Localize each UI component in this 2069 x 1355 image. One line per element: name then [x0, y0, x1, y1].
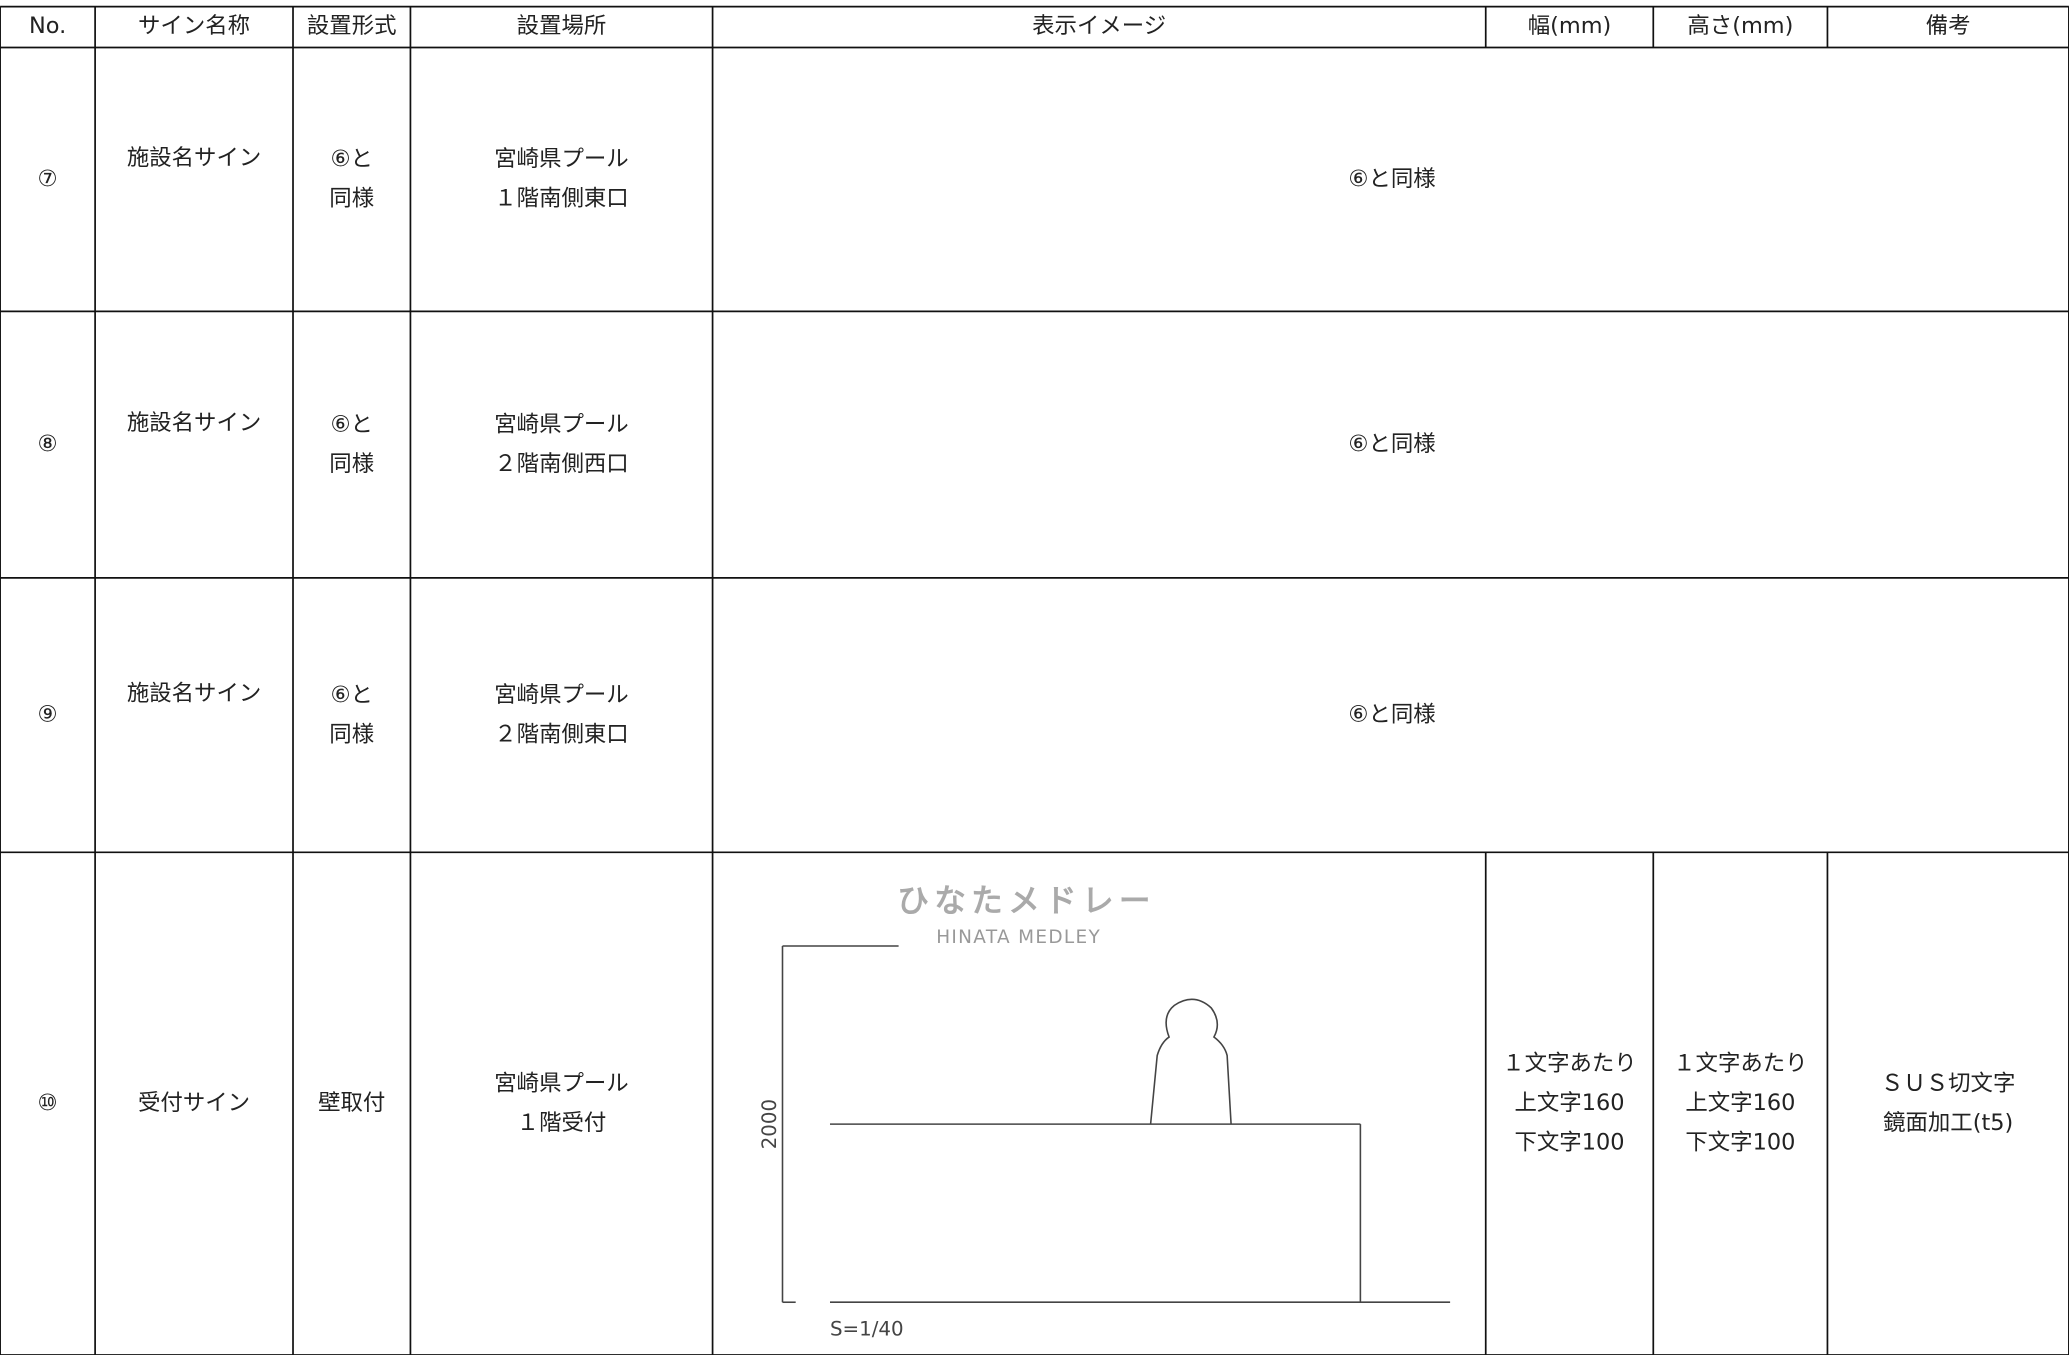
person	[1149, 998, 1232, 1125]
location: 宮崎県プール	[494, 146, 628, 172]
header-cell: No.	[29, 13, 66, 39]
width: 上文字160	[1515, 1090, 1625, 1116]
note: ＳＵＳ切文字	[1881, 1070, 2015, 1096]
image-note: ⑥と同様	[1348, 166, 1435, 192]
height: １文字あたり	[1673, 1051, 1807, 1077]
image-note: ⑥と同様	[1348, 431, 1435, 457]
image-note: ⑥と同様	[1348, 702, 1435, 728]
header-cell: 高さ(mm)	[1687, 13, 1793, 39]
install-type: 同様	[329, 451, 374, 477]
height: 下文字100	[1685, 1130, 1795, 1156]
sign-drawing: ひなたメドレー HINATA MEDLEY 2000 S=1/40	[758, 883, 1232, 1340]
width: 下文字100	[1515, 1130, 1625, 1156]
row-number: ⑧	[38, 431, 58, 457]
install-type: 壁取付	[318, 1090, 385, 1116]
header-cell: 幅(mm)	[1528, 13, 1612, 39]
dimension: 2000	[758, 1099, 781, 1149]
location: １階受付	[517, 1110, 607, 1136]
sign-name: 施設名サイン	[127, 145, 261, 171]
install-type: ⑥と	[330, 682, 373, 708]
location: ２階南側東口	[494, 721, 628, 747]
scale: S=1/40	[830, 1317, 904, 1340]
location: ２階南側西口	[494, 451, 628, 477]
location: 宮崎県プール	[494, 682, 628, 708]
location: 宮崎県プール	[494, 1070, 628, 1096]
row-number: ⑨	[38, 702, 58, 728]
logo-en: HINATA MEDLEY	[936, 927, 1101, 948]
logo-ja: ひなたメドレー	[897, 883, 1156, 919]
row-number: ⑦	[38, 166, 58, 192]
header-cell: 設置形式	[307, 13, 397, 39]
install-type: ⑥と	[330, 411, 373, 437]
install-type: 同様	[329, 721, 374, 747]
install-type: ⑥と	[330, 146, 373, 172]
header-cell: サイン名称	[138, 13, 250, 39]
width: １文字あたり	[1502, 1051, 1636, 1077]
sign-name: 受付サイン	[138, 1090, 250, 1116]
header-cell: 設置場所	[517, 13, 607, 39]
install-type: 同様	[329, 186, 374, 212]
height: 上文字160	[1685, 1090, 1795, 1116]
header-cell: 備考	[1926, 13, 1971, 39]
location: １階南側東口	[494, 186, 628, 212]
location: 宮崎県プール	[494, 411, 628, 437]
sign-name: 施設名サイン	[127, 410, 261, 436]
row-number: ⑩	[38, 1090, 58, 1116]
note: 鏡面加工(t5)	[1883, 1110, 2013, 1136]
sign-name: 施設名サイン	[127, 680, 261, 706]
header-cell: 表示イメージ	[1032, 13, 1166, 39]
